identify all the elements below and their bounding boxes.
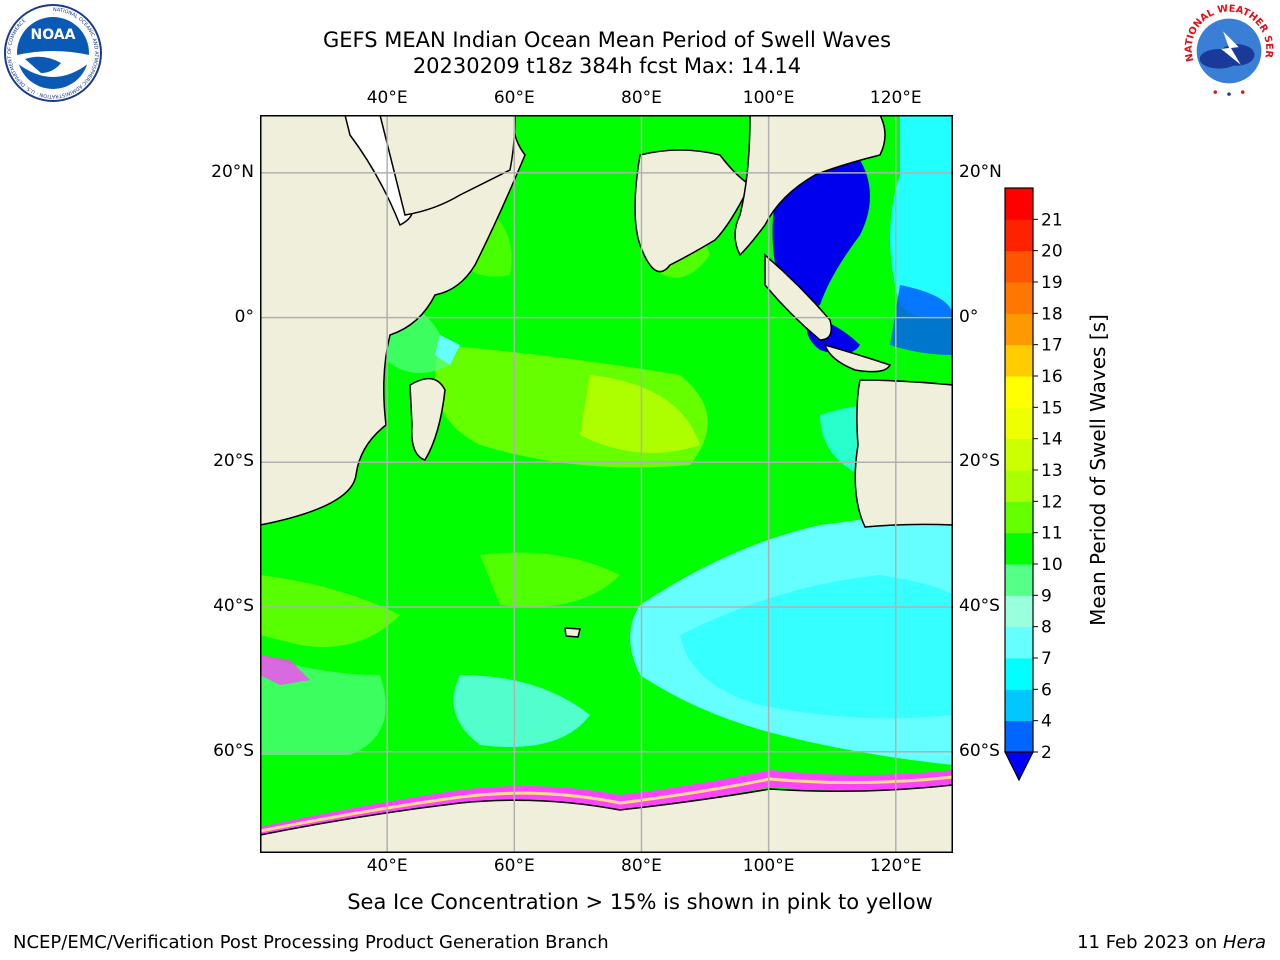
sea-ice-note: Sea Ice Concentration > 15% is shown in … bbox=[347, 890, 933, 914]
svg-text:NOAA: NOAA bbox=[31, 27, 76, 43]
colorbar-tick-label: 6 bbox=[1041, 680, 1052, 700]
lat-tick-label-left: 20°N bbox=[211, 161, 254, 182]
colorbar-tick-label: 12 bbox=[1041, 492, 1063, 512]
colorbar-segment bbox=[1005, 532, 1033, 565]
land-madagascar bbox=[409, 377, 446, 461]
footer-date-text: 11 Feb 2023 on bbox=[1077, 932, 1223, 953]
lon-tick-label-top: 100°E bbox=[742, 88, 795, 108]
land-africa bbox=[260, 115, 526, 526]
colorbar-tick-label: 2 bbox=[1041, 743, 1052, 763]
noaa-logo: NOAA NATIONAL OCEANIC AND ATMOSPHERIC AD… bbox=[4, 4, 102, 102]
footer-credit: NCEP/EMC/Verification Post Processing Pr… bbox=[13, 932, 609, 953]
colorbar-label: Mean Period of Swell Waves [s] bbox=[1086, 314, 1110, 626]
lon-tick-label-bottom: 120°E bbox=[869, 856, 922, 876]
colorbar-tick-label: 11 bbox=[1041, 524, 1063, 544]
colorbar-tick-label: 21 bbox=[1041, 210, 1063, 230]
colorbar-segment bbox=[1005, 501, 1033, 534]
field-indonesian-seas bbox=[772, 115, 953, 355]
colorbar-segment bbox=[1005, 219, 1033, 252]
colorbar-segment bbox=[1005, 658, 1033, 690]
colorbar-tick-label: 9 bbox=[1041, 586, 1052, 606]
land-java bbox=[823, 343, 892, 373]
colorbar-segment bbox=[1005, 407, 1033, 440]
lon-tick-label-bottom: 100°E bbox=[742, 856, 795, 876]
colorbar-segment bbox=[1005, 282, 1033, 314]
colorbar-segment bbox=[1005, 438, 1033, 471]
graticule bbox=[260, 115, 953, 853]
footer-machine: Hera bbox=[1222, 932, 1266, 953]
lat-tick-label-right: 60°S bbox=[959, 740, 1000, 761]
field-cool-south bbox=[260, 295, 953, 765]
nws-logo: NATIONAL WEATHER SERVICE bbox=[1180, 2, 1277, 99]
lat-tick-label-left: 40°S bbox=[213, 596, 254, 616]
colorbar-tick-label: 17 bbox=[1041, 336, 1063, 356]
lat-tick-label-left: 20°S bbox=[213, 451, 254, 472]
colorbar-tick-label: 10 bbox=[1041, 555, 1063, 575]
footer-date: 11 Feb 2023 on Hera bbox=[1077, 932, 1266, 953]
lat-tick-label-right: 40°S bbox=[959, 596, 1000, 616]
colorbar-segment bbox=[1005, 564, 1033, 596]
lat-tick-label-right: 0° bbox=[959, 306, 979, 327]
lon-tick-label-bottom: 80°E bbox=[621, 856, 662, 876]
land-arabia bbox=[379, 115, 516, 216]
colorbar-tick-label: 7 bbox=[1041, 649, 1052, 669]
lon-tick-label-bottom: 60°E bbox=[493, 856, 535, 876]
colorbar-tick-label: 16 bbox=[1041, 367, 1063, 387]
colorbar-extend-low bbox=[1004, 751, 1034, 782]
land-australia bbox=[854, 379, 953, 528]
land-sumatra bbox=[764, 253, 832, 341]
land-southeast-asia bbox=[734, 115, 886, 257]
colorbar: 2 4 6 7 8 9 10 11 12 13 14 15 16 17 18 19 20 21 bbox=[1004, 187, 1063, 782]
lon-tick-label-top: 40°E bbox=[366, 88, 408, 108]
colorbar-tick-label: 4 bbox=[1041, 712, 1052, 732]
land-kerguelen bbox=[564, 627, 581, 638]
colorbar-tick-label: 19 bbox=[1041, 273, 1063, 293]
colorbar-tick-label: 18 bbox=[1041, 304, 1063, 324]
colorbar-segment bbox=[1005, 626, 1033, 659]
colorbar-tick-label: 8 bbox=[1041, 618, 1052, 638]
chart-subtitle: 20230209 t18z 384h fcst Max: 14.14 bbox=[412, 54, 802, 78]
lon-tick-label-top: 120°E bbox=[869, 88, 922, 108]
land bbox=[260, 115, 953, 853]
lat-tick-label-right: 20°S bbox=[959, 451, 1000, 472]
swell-period-map bbox=[260, 115, 953, 853]
colorbar-segment bbox=[1005, 689, 1033, 722]
lon-tick-label-top: 60°E bbox=[493, 88, 535, 108]
colorbar-segment bbox=[1005, 250, 1033, 283]
lat-tick-label-left: 60°S bbox=[213, 740, 254, 761]
land-antarctica bbox=[260, 784, 953, 853]
colorbar-segment bbox=[1005, 470, 1033, 502]
map-border bbox=[260, 115, 953, 853]
land-india bbox=[634, 149, 751, 273]
colorbar-tick-label: 13 bbox=[1041, 461, 1063, 481]
colorbar-tick-label: 15 bbox=[1041, 398, 1063, 418]
lon-tick-label-top: 80°E bbox=[621, 88, 662, 108]
lon-tick-label-bottom: 40°E bbox=[366, 856, 408, 876]
lat-tick-label-left: 0° bbox=[234, 306, 254, 327]
colorbar-segment bbox=[1005, 376, 1033, 408]
colorbar-segment bbox=[1005, 344, 1033, 377]
colorbar-segment bbox=[1005, 720, 1033, 753]
lat-tick-label-right: 20°N bbox=[959, 161, 1002, 182]
colorbar-segment bbox=[1005, 313, 1033, 346]
colorbar-segment bbox=[1005, 595, 1033, 628]
colorbar-tick-label: 20 bbox=[1041, 242, 1063, 262]
chart-title: GEFS MEAN Indian Ocean Mean Period of Sw… bbox=[322, 28, 892, 52]
colorbar-segment bbox=[1005, 188, 1033, 220]
colorbar-tick-label: 14 bbox=[1041, 430, 1063, 450]
